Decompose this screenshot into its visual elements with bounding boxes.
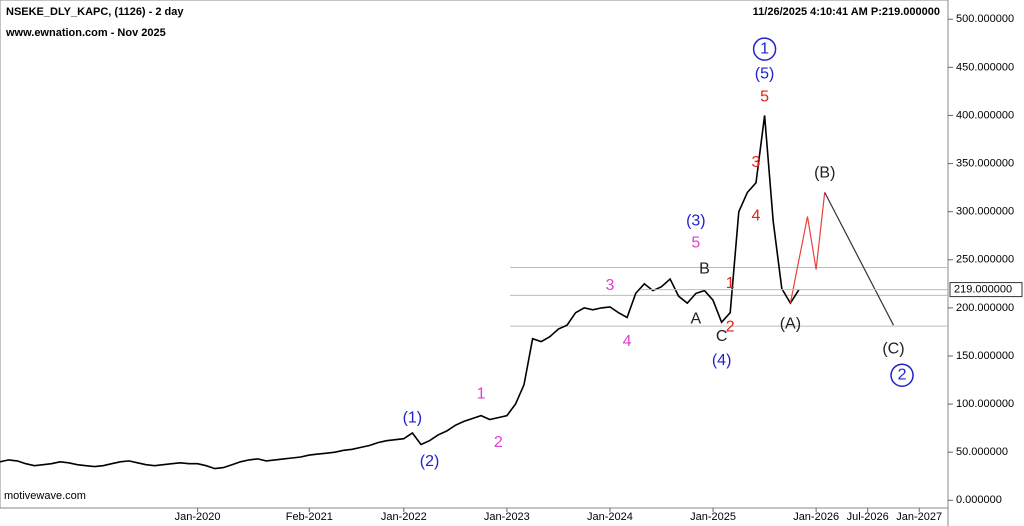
wave-label: 2 xyxy=(494,434,503,451)
wave-label: 1 xyxy=(760,40,769,57)
wave-label: 4 xyxy=(752,208,761,225)
x-tick-label: Feb-2021 xyxy=(286,511,333,523)
y-tick-label: 100.000000 xyxy=(956,398,1014,410)
y-tick-label: 150.000000 xyxy=(956,350,1014,362)
chart-title: NSEKE_DLY_KAPC, (1126) - 2 day xyxy=(6,6,184,18)
chart-subtitle: www.ewnation.com - Nov 2025 xyxy=(5,27,166,39)
y-tick-label: 350.000000 xyxy=(956,157,1014,169)
wave-label: (2) xyxy=(420,453,440,470)
wave-label: (4) xyxy=(712,352,732,369)
projection-line xyxy=(824,192,895,326)
wave-label: B xyxy=(699,261,710,278)
wave-label: A xyxy=(691,311,702,328)
wave-label: C xyxy=(716,328,728,345)
annotation-circle xyxy=(890,363,914,387)
x-tick-label: Jul-2026 xyxy=(847,511,889,523)
y-tick-label: 0.000000 xyxy=(956,494,1002,506)
y-tick-label: 200.000000 xyxy=(956,302,1014,314)
wave-label: 1 xyxy=(726,275,735,292)
timestamp: 11/26/2025 4:10:41 AM P:219.000000 xyxy=(753,6,940,18)
y-tick-label: 500.000000 xyxy=(956,13,1014,25)
source: motivewave.com xyxy=(4,490,86,502)
annotation-circle xyxy=(752,37,777,61)
wave-label: 3 xyxy=(606,277,615,294)
wave-label: (C) xyxy=(882,340,904,357)
wave-label: 1 xyxy=(477,386,486,403)
x-tick-label: Jan-2024 xyxy=(587,511,633,523)
x-tick-label: Jan-2027 xyxy=(896,511,942,523)
wave-label: (3) xyxy=(686,213,706,230)
wave-label: 3 xyxy=(752,154,761,171)
wave-label: 5 xyxy=(691,235,700,252)
x-tick-label: Jan-2023 xyxy=(484,511,530,523)
wave-label: (1) xyxy=(403,410,423,427)
wave-label: (A) xyxy=(780,315,801,332)
x-tick-label: Jan-2025 xyxy=(690,511,736,523)
x-tick-label: Jan-2026 xyxy=(793,511,839,523)
x-tick-label: Jan-2022 xyxy=(381,511,427,523)
last-price-label: 219.000000 xyxy=(954,284,1012,296)
y-tick-label: 250.000000 xyxy=(956,254,1014,266)
wave-label: 4 xyxy=(623,333,632,350)
price-line xyxy=(0,115,800,470)
projection-line xyxy=(789,192,826,304)
wave-label: (B) xyxy=(814,164,835,181)
y-tick-label: 300.000000 xyxy=(956,206,1014,218)
y-tick-label: 50.000000 xyxy=(956,446,1008,458)
last-price-tag xyxy=(949,282,1023,298)
y-tick-label: 400.000000 xyxy=(956,109,1014,121)
wave-label: 5 xyxy=(760,88,769,105)
wave-label: 2 xyxy=(726,318,735,335)
x-tick-label: Jan-2020 xyxy=(175,511,221,523)
wave-label: (5) xyxy=(755,65,775,82)
y-tick-label: 450.000000 xyxy=(956,61,1014,73)
wave-label: 2 xyxy=(898,366,907,383)
plot-area xyxy=(0,0,949,509)
